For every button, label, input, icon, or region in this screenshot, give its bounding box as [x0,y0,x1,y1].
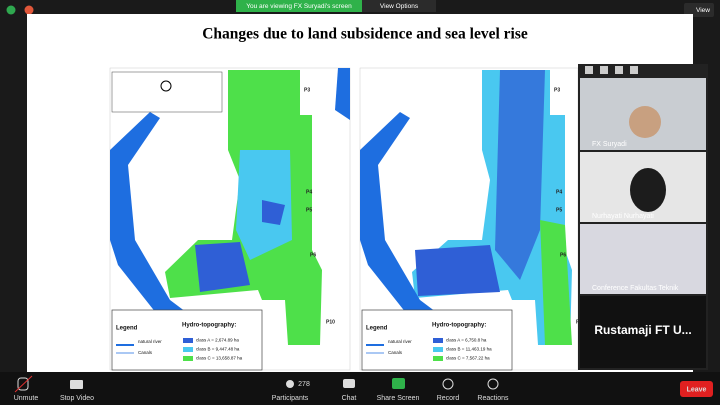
leave-label[interactable]: Leave [687,386,707,393]
participant-figure [630,168,666,212]
security-icon[interactable] [6,5,16,15]
toolbar [0,372,720,405]
legend-swatch [433,338,443,343]
legend-swatch [183,338,193,343]
mic-muted [14,375,33,393]
legend-title: Legend [116,326,138,332]
toolbar-label[interactable]: Unmute [14,395,39,402]
toolbar-label[interactable]: Stop Video [60,395,94,402]
panel-control[interactable] [585,66,593,74]
legend-swatch [183,356,193,361]
leave-button[interactable] [680,381,713,397]
share-banner [236,0,362,12]
class-c-area [540,220,572,345]
video-icon[interactable] [70,380,83,389]
map-label: P4 [306,189,312,195]
toolbar-label[interactable]: Share Screen [377,395,420,402]
map-left [109,67,351,371]
record-indicator [24,5,34,15]
toolbar-texts: Unmute Stop Video Participants Chat Share Sc… [14,381,707,402]
participant-name: Nurhayati Nurhayati [592,213,654,220]
compass [160,80,172,92]
legend-river: natural river [388,339,412,344]
participant-name: Rustamaji FT U... [594,323,691,337]
legend-class: class B = 11,463.19 ha [446,347,492,352]
record-icon[interactable] [442,378,454,390]
participant-name: FX Suryadi [592,141,627,148]
video-tile [580,296,706,368]
legend-class: class A = 6,750.8 ha [446,338,487,343]
map-label: P3 [304,87,310,93]
legend-swatch [433,347,443,352]
participant-count: 278 [298,381,310,388]
class-a-area [495,70,545,280]
share-icon[interactable] [392,378,405,389]
legend-title: Legend [366,326,388,332]
legend-class: class B = 9,447.48 ha [196,347,240,352]
legend-canals: Canals [138,350,153,355]
panel-control[interactable] [600,66,608,74]
video-tile [580,224,706,294]
legend-hydro-title: Hydro-topography: [182,323,236,329]
slide-title: Changes due to land subsidence and sea l… [202,26,528,43]
legend-swatch [433,356,443,361]
participant-face [629,106,661,138]
legend-class: class C = 13,658.87 ha [196,356,243,361]
legend-hydro-title: Hydro-topography: [432,323,486,329]
view-button[interactable] [684,3,714,17]
map-label: P3 [554,87,560,93]
map-label: P10 [326,319,335,325]
reactions-icon[interactable] [487,378,499,390]
map-label: P6 [310,252,316,258]
participant-name: Conference Fakultas Teknik [592,285,679,292]
chat-icon[interactable] [343,379,355,388]
toolbar-label[interactable]: Record [437,395,460,402]
panel-control[interactable] [630,66,638,74]
participants-icon[interactable] [286,380,294,388]
class-a-area [415,245,500,296]
river [335,68,350,120]
legend-swatch [183,347,193,352]
legend-river: natural river [138,339,162,344]
view-options-button[interactable] [362,0,436,12]
legend-canals: Canals [388,350,403,355]
map-label: P6 [560,252,566,258]
mic-icon[interactable] [17,377,29,391]
share-banner-text: You are viewing FX Suryadi's screen [246,3,352,10]
legend-class: class C = 7,567.22 ha [446,356,490,361]
class-a-area [195,242,250,292]
view-label[interactable]: View [696,7,710,14]
legend-class: class A = 2,674.89 ha [196,338,239,343]
map-label: P5 [306,207,312,213]
toolbar-label[interactable]: Chat [342,395,357,402]
map-texts: P3 P4 P5 P6 P10 Legend natural river Canals Hydr… [116,87,585,360]
toolbar-label[interactable]: Reactions [477,395,509,402]
compass-box [111,71,223,113]
panel-control[interactable] [615,66,623,74]
map-label: P4 [556,189,562,195]
map-right [359,67,579,371]
map-label: P5 [556,207,562,213]
participant-names: FX Suryadi Nurhayati Nurhayati Conference … [592,141,692,337]
view-options-label[interactable]: View Options [380,3,419,10]
toolbar-label[interactable]: Participants [272,395,309,402]
class-a-area [262,200,285,225]
